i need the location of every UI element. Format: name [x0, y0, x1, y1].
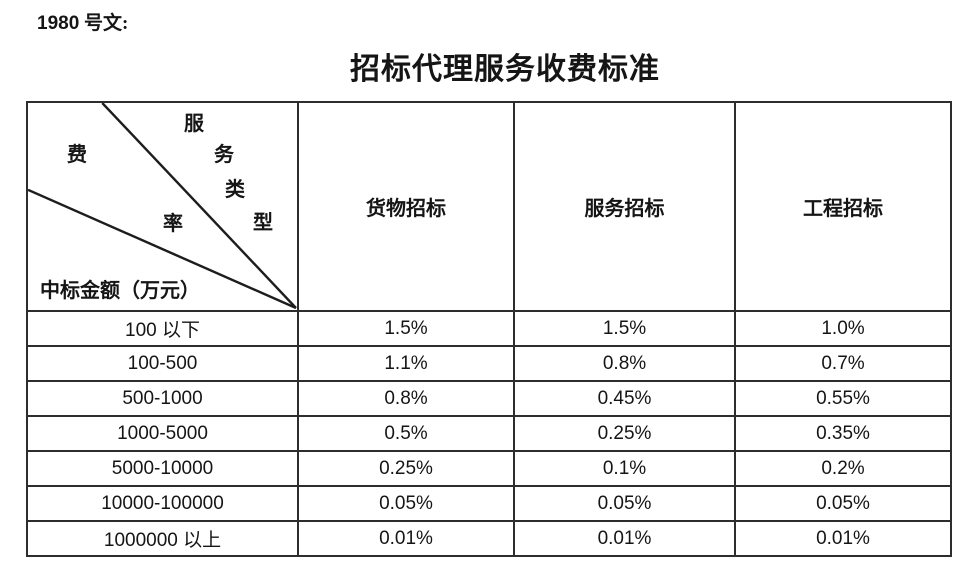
- amount-axis-label: 中标金额（万元）: [40, 280, 200, 302]
- page-title: 招标代理服务收费标准: [350, 53, 660, 86]
- table-row: 1000000 以上 0.01% 0.01% 0.01%: [26, 520, 952, 557]
- rate-label-char: 率: [163, 213, 183, 235]
- rate-cell: 0.05%: [734, 485, 952, 522]
- rate-cell: 0.5%: [297, 415, 515, 452]
- rate-cell: 0.7%: [734, 345, 952, 382]
- amount-cell: 5000-10000: [26, 450, 299, 487]
- table-row: 1000-5000 0.5% 0.25% 0.35%: [26, 415, 952, 452]
- rate-cell: 0.8%: [513, 345, 736, 382]
- table-row: 10000-100000 0.05% 0.05% 0.05%: [26, 485, 952, 522]
- amount-cell: 500-1000: [26, 380, 299, 417]
- doc-number-value: 1980: [37, 13, 80, 34]
- rate-cell: 0.35%: [734, 415, 952, 452]
- fee-standard-table: 服 务 类 型 费 率 中标金额（万元） 货物招标 服务招标 工程招标 100 …: [26, 101, 952, 557]
- rate-cell: 0.01%: [734, 520, 952, 557]
- table-row: 100-500 1.1% 0.8% 0.7%: [26, 345, 952, 382]
- rate-cell: 0.05%: [297, 485, 515, 522]
- col-header-goods: 货物招标: [297, 101, 515, 312]
- rate-label-char: 费: [67, 144, 87, 166]
- table-row: 500-1000 0.8% 0.45% 0.55%: [26, 380, 952, 417]
- doc-number: 1980 号文:: [37, 8, 128, 35]
- rate-cell: 1.1%: [297, 345, 515, 382]
- rate-cell: 0.55%: [734, 380, 952, 417]
- rate-cell: 0.2%: [734, 450, 952, 487]
- rate-cell: 0.45%: [513, 380, 736, 417]
- rate-cell: 1.0%: [734, 310, 952, 347]
- col-header-services: 服务招标: [513, 101, 736, 312]
- rate-cell: 0.1%: [513, 450, 736, 487]
- rate-cell: 0.01%: [297, 520, 515, 557]
- rate-cell: 1.5%: [513, 310, 736, 347]
- amount-cell: 1000-5000: [26, 415, 299, 452]
- rate-cell: 0.25%: [513, 415, 736, 452]
- diagonal-corner-cell: 服 务 类 型 费 率 中标金额（万元）: [26, 101, 299, 312]
- amount-cell: 100-500: [26, 345, 299, 382]
- table-row: 100 以下 1.5% 1.5% 1.0%: [26, 310, 952, 347]
- rate-cell: 0.25%: [297, 450, 515, 487]
- rate-cell: 0.05%: [513, 485, 736, 522]
- table-header-row: 服 务 类 型 费 率 中标金额（万元） 货物招标 服务招标 工程招标: [26, 101, 952, 312]
- col-header-works: 工程招标: [734, 101, 952, 312]
- amount-cell: 1000000 以上: [26, 520, 299, 557]
- rate-cell: 0.01%: [513, 520, 736, 557]
- type-label-char: 务: [214, 144, 234, 166]
- table-row: 5000-10000 0.25% 0.1% 0.2%: [26, 450, 952, 487]
- diagonal-lines: [28, 103, 297, 310]
- type-label-char: 服: [184, 113, 204, 135]
- doc-number-suffix: 号文:: [79, 13, 129, 34]
- type-label-char: 类: [225, 179, 245, 201]
- amount-cell: 100 以下: [26, 310, 299, 347]
- rate-cell: 0.8%: [297, 380, 515, 417]
- type-label-char: 型: [253, 212, 273, 234]
- amount-cell: 10000-100000: [26, 485, 299, 522]
- rate-cell: 1.5%: [297, 310, 515, 347]
